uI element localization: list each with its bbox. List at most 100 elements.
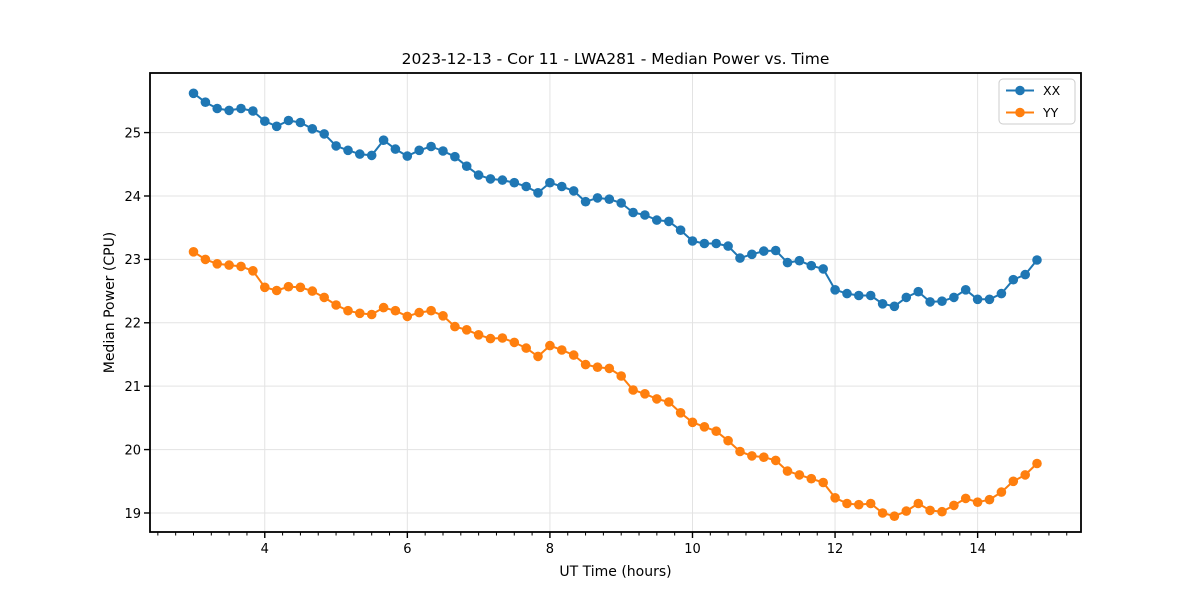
- data-point: [307, 286, 318, 296]
- data-point: [521, 181, 531, 192]
- data-point: [675, 225, 686, 235]
- data-point: [996, 487, 1007, 497]
- y-tick-label: 25: [124, 126, 141, 141]
- data-point: [949, 500, 959, 511]
- data-point: [224, 260, 234, 270]
- data-point: [806, 473, 817, 484]
- data-point: [960, 285, 971, 295]
- data-point: [901, 292, 912, 303]
- data-point: [1020, 470, 1030, 480]
- x-axis-label: UT Time (hours): [559, 564, 671, 580]
- data-point: [640, 210, 650, 220]
- data-point: [925, 505, 935, 516]
- data-point: [438, 146, 448, 156]
- data-point: [461, 161, 472, 171]
- data-point: [616, 198, 626, 208]
- data-point: [960, 493, 971, 504]
- x-tick-label: 14: [969, 542, 986, 557]
- data-point: [461, 325, 472, 335]
- data-point: [497, 175, 508, 185]
- data-point: [984, 294, 995, 305]
- data-point: [1032, 255, 1042, 265]
- data-point: [794, 470, 805, 480]
- data-point: [592, 193, 603, 203]
- plot-border: [149, 72, 1082, 533]
- data-point: [402, 151, 413, 161]
- data-point: [497, 333, 508, 343]
- data-point: [972, 294, 983, 305]
- data-point: [854, 499, 864, 510]
- data-point: [1032, 458, 1042, 469]
- data-point: [818, 264, 828, 274]
- data-point: [652, 215, 662, 225]
- data-point: [770, 245, 781, 256]
- data-point: [782, 257, 793, 268]
- data-point: [283, 115, 294, 126]
- data-point: [402, 311, 413, 322]
- data-point: [485, 333, 496, 344]
- data-point: [687, 417, 698, 428]
- data-point: [188, 88, 199, 99]
- data-point: [295, 117, 306, 128]
- data-point: [628, 207, 638, 218]
- data-point: [271, 121, 282, 132]
- legend-marker: [1015, 107, 1025, 118]
- data-point: [426, 141, 436, 152]
- data-point: [770, 455, 781, 466]
- data-point: [319, 292, 330, 303]
- data-point: [307, 124, 318, 134]
- data-point: [628, 385, 638, 395]
- data-point: [271, 285, 282, 296]
- data-point: [699, 238, 710, 249]
- y-tick-label: 19: [124, 507, 141, 522]
- y-tick-label: 23: [124, 253, 141, 268]
- series-layer: [188, 88, 1042, 521]
- data-point: [1020, 269, 1030, 280]
- data-point: [865, 498, 876, 509]
- data-point: [604, 194, 615, 204]
- x-tick-label: 10: [684, 542, 701, 557]
- data-point: [759, 452, 769, 463]
- data-point: [1008, 476, 1019, 487]
- data-point: [533, 351, 543, 362]
- data-point: [664, 216, 674, 227]
- data-point: [806, 260, 817, 271]
- data-point: [545, 177, 555, 188]
- data-point: [378, 135, 389, 145]
- data-point: [390, 305, 401, 316]
- data-point: [794, 255, 805, 266]
- chart-title: 2023-12-13 - Cor 11 - LWA281 - Median Po…: [402, 50, 830, 68]
- data-point: [925, 297, 935, 307]
- data-point: [687, 236, 698, 246]
- data-point: [248, 106, 258, 116]
- legend-box: [998, 78, 1076, 125]
- data-point: [331, 141, 341, 151]
- data-point: [485, 174, 496, 184]
- series-line-xx: [192, 92, 1038, 308]
- data-point: [664, 397, 674, 407]
- x-tick-label: 8: [546, 542, 554, 557]
- series-line-yy: [192, 250, 1038, 518]
- data-point: [473, 170, 484, 180]
- data-point: [830, 493, 840, 503]
- data-point: [747, 451, 757, 461]
- data-point: [188, 247, 199, 257]
- data-point: [319, 129, 330, 139]
- data-point: [200, 254, 211, 265]
- y-tick-label: 20: [124, 443, 141, 458]
- legend-label-xx: XX: [1043, 83, 1061, 98]
- axes-layer: 4 6 8 10 12 14 19 20 21 22 23 24 25: [124, 72, 1082, 557]
- data-point: [972, 497, 983, 508]
- data-point: [390, 144, 401, 154]
- data-point: [557, 345, 567, 355]
- data-point: [580, 359, 591, 370]
- data-point: [640, 389, 650, 399]
- data-point: [616, 371, 626, 381]
- data-point: [937, 506, 947, 517]
- data-point: [735, 446, 745, 457]
- y-tick-label: 24: [124, 190, 141, 205]
- data-point: [889, 301, 900, 312]
- data-point: [1008, 274, 1019, 285]
